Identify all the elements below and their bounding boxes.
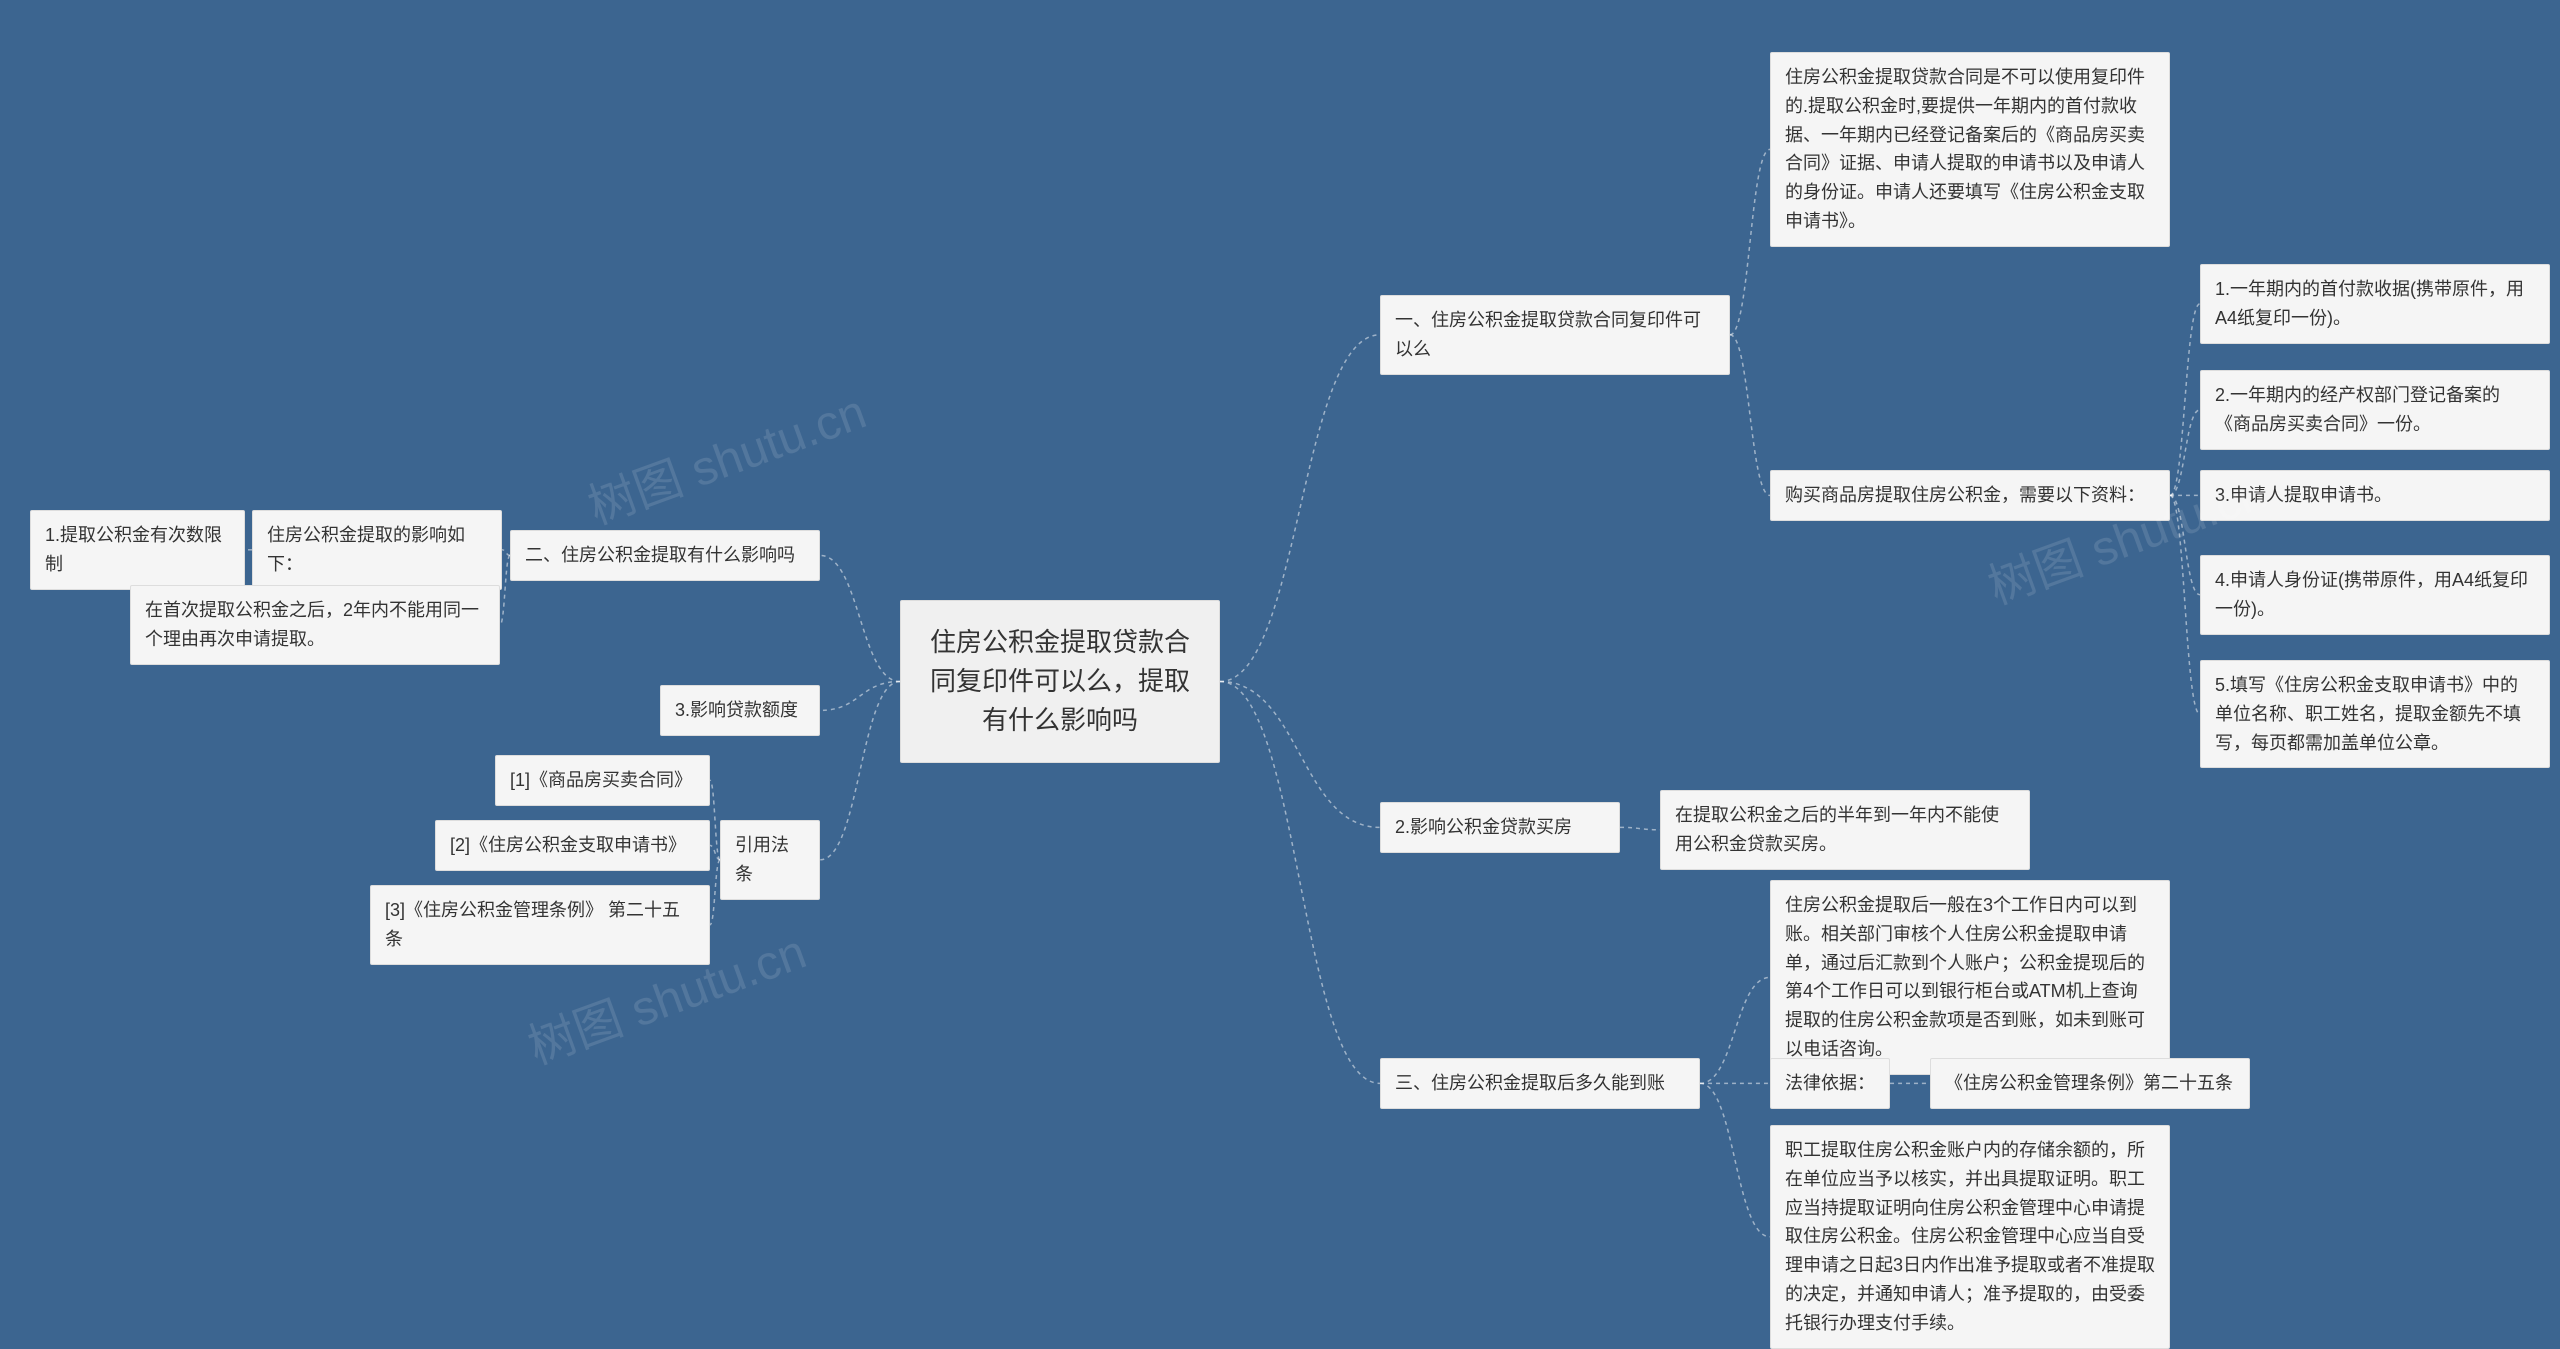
connector-line [710, 780, 720, 859]
mindmap-node: [2]《住房公积金支取申请书》 [435, 820, 710, 871]
mindmap-node: 1.提取公积金有次数限制 [30, 510, 245, 590]
mindmap-node: 4.申请人身份证(携带原件，用A4纸复印一份)。 [2200, 555, 2550, 635]
connector-layer [0, 0, 2560, 1339]
mindmap-node: 引用法条 [720, 820, 820, 900]
mindmap-node: 3.申请人提取申请书。 [2200, 470, 2550, 521]
mindmap-node: [1]《商品房买卖合同》 [495, 755, 710, 806]
mindmap-node: 法律依据： [1770, 1058, 1890, 1109]
connector-line [820, 682, 900, 860]
mindmap-node: 在提取公积金之后的半年到一年内不能使用公积金贷款买房。 [1660, 790, 2030, 870]
connector-line [2170, 410, 2200, 496]
mindmap-node: 5.填写《住房公积金支取申请书》中的单位名称、职工姓名，提取金额先不填写，每页都… [2200, 660, 2550, 768]
connector-line [502, 550, 510, 556]
mindmap-node: 《住房公积金管理条例》第二十五条 [1930, 1058, 2250, 1109]
mindmap-node: 1.一年期内的首付款收据(携带原件，用A4纸复印一份)。 [2200, 264, 2550, 344]
center-node: 住房公积金提取贷款合同复印件可以么，提取有什么影响吗 [900, 600, 1220, 763]
mindmap-node: 二、住房公积金提取有什么影响吗 [510, 530, 820, 581]
mindmap-node: 一、住房公积金提取贷款合同复印件可以么 [1380, 295, 1730, 375]
connector-line [1220, 682, 1380, 828]
connector-line [1220, 682, 1380, 1084]
mindmap-node: 住房公积金提取的影响如下： [252, 510, 502, 590]
mindmap-node: [3]《住房公积金管理条例》 第二十五条 [370, 885, 710, 965]
mindmap-node: 职工提取住房公积金账户内的存储余额的，所在单位应当予以核实，并出具提取证明。职工… [1770, 1125, 2170, 1349]
mindmap-node: 住房公积金提取后一般在3个工作日内可以到账。相关部门审核个人住房公积金提取申请单… [1770, 880, 2170, 1075]
connector-line [1220, 335, 1380, 682]
mindmap-node: 3.影响贷款额度 [660, 685, 820, 736]
mindmap-node: 购买商品房提取住房公积金，需要以下资料： [1770, 470, 2170, 521]
mindmap-node: 住房公积金提取贷款合同是不可以使用复印件的.提取公积金时,要提供一年期内的首付款… [1770, 52, 2170, 247]
connector-line [1700, 1083, 1770, 1236]
mindmap-node: 2.一年期内的经产权部门登记备案的《商品房买卖合同》一份。 [2200, 370, 2550, 450]
connector-line [2170, 304, 2200, 496]
mindmap-node: 2.影响公积金贷款买房 [1380, 802, 1620, 853]
connector-line [1620, 827, 1660, 829]
connector-line [820, 555, 900, 681]
connector-line [710, 845, 720, 859]
connector-line [2170, 495, 2200, 714]
connector-line [1700, 977, 1770, 1083]
connector-line [1730, 149, 1770, 334]
watermark: 树图 shutu.cn [577, 372, 874, 537]
connector-line [2170, 495, 2200, 594]
connector-line [1730, 335, 1770, 496]
connector-line [820, 682, 900, 711]
mindmap-node: 三、住房公积金提取后多久能到账 [1380, 1058, 1700, 1109]
connector-line [710, 860, 720, 925]
mindmap-node: 在首次提取公积金之后，2年内不能用同一个理由再次申请提取。 [130, 585, 500, 665]
